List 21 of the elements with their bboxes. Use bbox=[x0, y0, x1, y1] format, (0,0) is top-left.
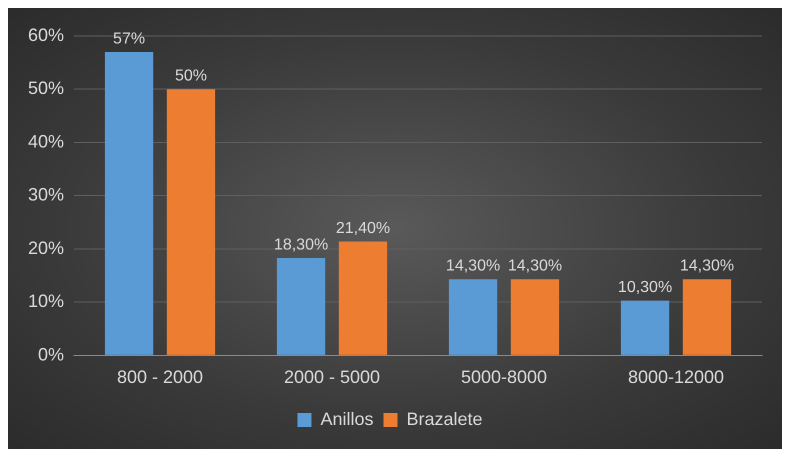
y-tick-label: 40% bbox=[28, 131, 64, 152]
data-label: 14,30% bbox=[680, 258, 734, 275]
x-tick-label: 8000-12000 bbox=[628, 367, 724, 388]
data-label: 50% bbox=[174, 68, 207, 85]
legend-label: Brazalete bbox=[406, 408, 483, 429]
legend-label: Anillos bbox=[320, 408, 374, 429]
data-label: 57% bbox=[113, 30, 146, 48]
y-tick-label: 0% bbox=[38, 344, 64, 364]
y-tick-label: 50% bbox=[28, 78, 64, 98]
y-tick-label: 30% bbox=[28, 184, 64, 205]
x-tick-label: 5000-8000 bbox=[460, 367, 548, 388]
y-tick-label: 10% bbox=[28, 291, 64, 312]
data-label: 18,30% bbox=[274, 236, 328, 254]
y-tick-label: 20% bbox=[28, 238, 64, 258]
data-label: 10,30% bbox=[618, 278, 672, 296]
data-label: 14,30% bbox=[508, 258, 562, 275]
y-tick-label: 60% bbox=[28, 24, 64, 45]
data-label: 21,40% bbox=[336, 220, 390, 237]
x-tick-label: 2000 - 5000 bbox=[284, 367, 380, 388]
x-tick-label: 800 - 2000 bbox=[116, 367, 204, 388]
data-label: 14,30% bbox=[446, 258, 500, 275]
